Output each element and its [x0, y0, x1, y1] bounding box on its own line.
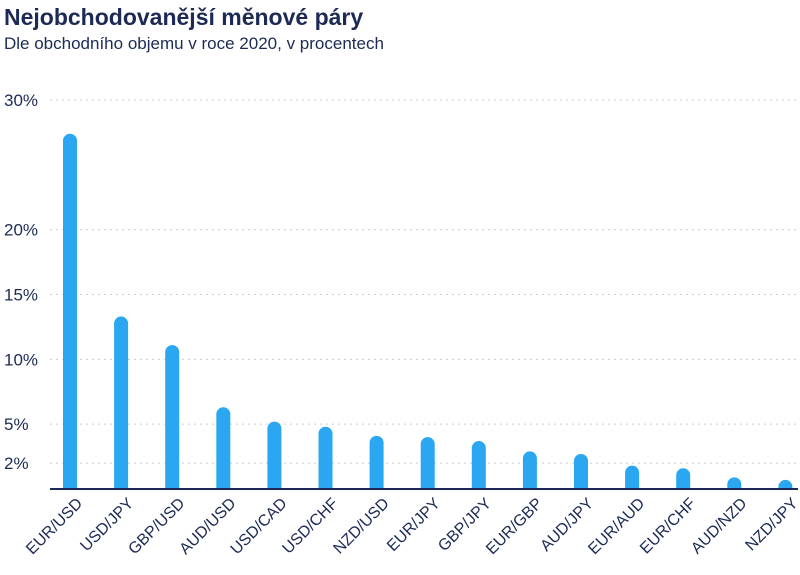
bar-usd-chf [318, 426, 333, 489]
bar-aud-jpy [574, 453, 588, 489]
chart-title: Nejobchodovanější měnové páry [4, 4, 364, 30]
x-tick-label: NZD/JPY [742, 495, 800, 554]
bar-nzd-usd [369, 435, 384, 489]
bar-eur-usd [63, 133, 77, 489]
x-tick-label: EUR/USD [23, 495, 86, 558]
y-tick-label: 10% [4, 350, 38, 369]
y-tick-label: 2% [4, 454, 29, 473]
bars [63, 133, 793, 489]
x-tick-label: NZD/USD [330, 495, 392, 557]
x-axis-ticks: EUR/USDUSD/JPYGBP/USDAUD/USDUSD/CADUSD/C… [23, 495, 800, 558]
y-tick-label: 15% [4, 286, 38, 305]
bar-gbp-jpy [471, 441, 486, 489]
x-tick-label: USD/CAD [228, 495, 291, 558]
x-tick-label: EUR/AUD [585, 495, 648, 558]
y-tick-label: 5% [4, 415, 29, 434]
chart-subtitle: Dle obchodního objemu v roce 2020, v pro… [4, 34, 384, 53]
bar-nzd-jpy [778, 479, 793, 489]
bar-aud-nzd [727, 477, 742, 489]
bar-eur-aud [625, 465, 640, 489]
y-tick-label: 20% [4, 221, 38, 240]
bar-aud-usd [216, 407, 231, 489]
bar-eur-gbp [522, 451, 537, 489]
y-axis-ticks: 2% 5% 10% 15% 20% 30% [4, 91, 38, 473]
bar-eur-chf [676, 468, 691, 489]
x-tick-label: EUR/JPY [384, 495, 444, 555]
bar-usd-cad [267, 421, 282, 489]
x-tick-label: AUD/NZD [688, 495, 750, 557]
bar-eur-jpy [420, 437, 435, 489]
bar-usd-jpy [114, 316, 129, 489]
y-tick-label: 30% [4, 91, 38, 110]
grid-lines [50, 99, 798, 464]
bar-gbp-usd [165, 345, 180, 489]
x-tick-label: EUR/GBP [483, 495, 546, 558]
